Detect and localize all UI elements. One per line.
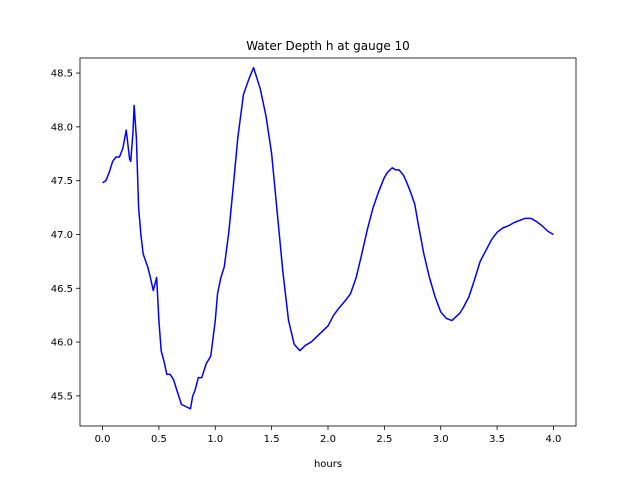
plot-area: [79, 57, 577, 427]
plot-frame: [79, 57, 577, 427]
x-tick-label: 4.0: [546, 434, 562, 445]
x-tick-label: 1.5: [264, 434, 280, 445]
x-tick-label: 0.0: [95, 434, 111, 445]
x-axis: 0.0 0.5 1.0 1.5 2.0 2.5 3.0 3.5 4.0: [95, 426, 562, 445]
x-tick-label: 3.5: [489, 434, 505, 445]
y-tick-label: 48.5: [51, 69, 73, 80]
x-tick-label: 3.0: [433, 434, 449, 445]
y-tick-label: 47.0: [51, 230, 73, 241]
x-axis-label: hours: [314, 459, 342, 470]
y-axis: 45.5 46.0 46.5 47.0 47.5 48.0 48.5: [51, 69, 80, 402]
y-tick-label: 48.0: [51, 122, 73, 133]
x-tick-label: 1.0: [207, 434, 223, 445]
y-tick-label: 46.5: [51, 284, 73, 295]
y-tick-label: 46.0: [51, 338, 73, 349]
x-tick-label: 0.5: [151, 434, 167, 445]
x-tick-label: 2.0: [320, 434, 336, 445]
series-line-0: [102, 66, 554, 410]
y-tick-label: 47.5: [51, 176, 73, 187]
y-tick-label: 45.5: [51, 391, 73, 402]
x-tick-label: 2.5: [376, 434, 392, 445]
chart-title: Water Depth h at gauge 10: [246, 39, 410, 53]
